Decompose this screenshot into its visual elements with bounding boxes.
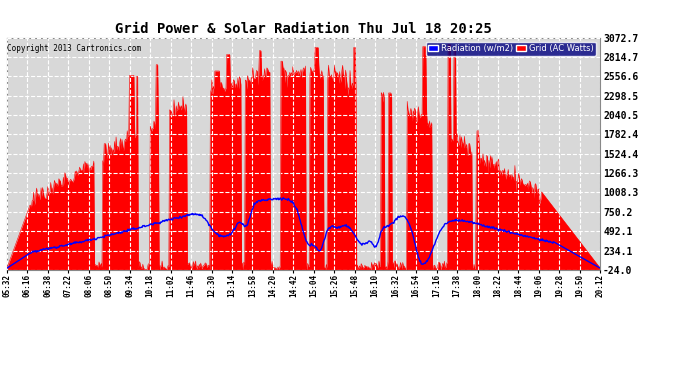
Legend: Radiation (w/m2), Grid (AC Watts): Radiation (w/m2), Grid (AC Watts) [426, 42, 596, 56]
Title: Grid Power & Solar Radiation Thu Jul 18 20:25: Grid Power & Solar Radiation Thu Jul 18 … [115, 22, 492, 36]
Text: Copyright 2013 Cartronics.com: Copyright 2013 Cartronics.com [8, 45, 141, 54]
